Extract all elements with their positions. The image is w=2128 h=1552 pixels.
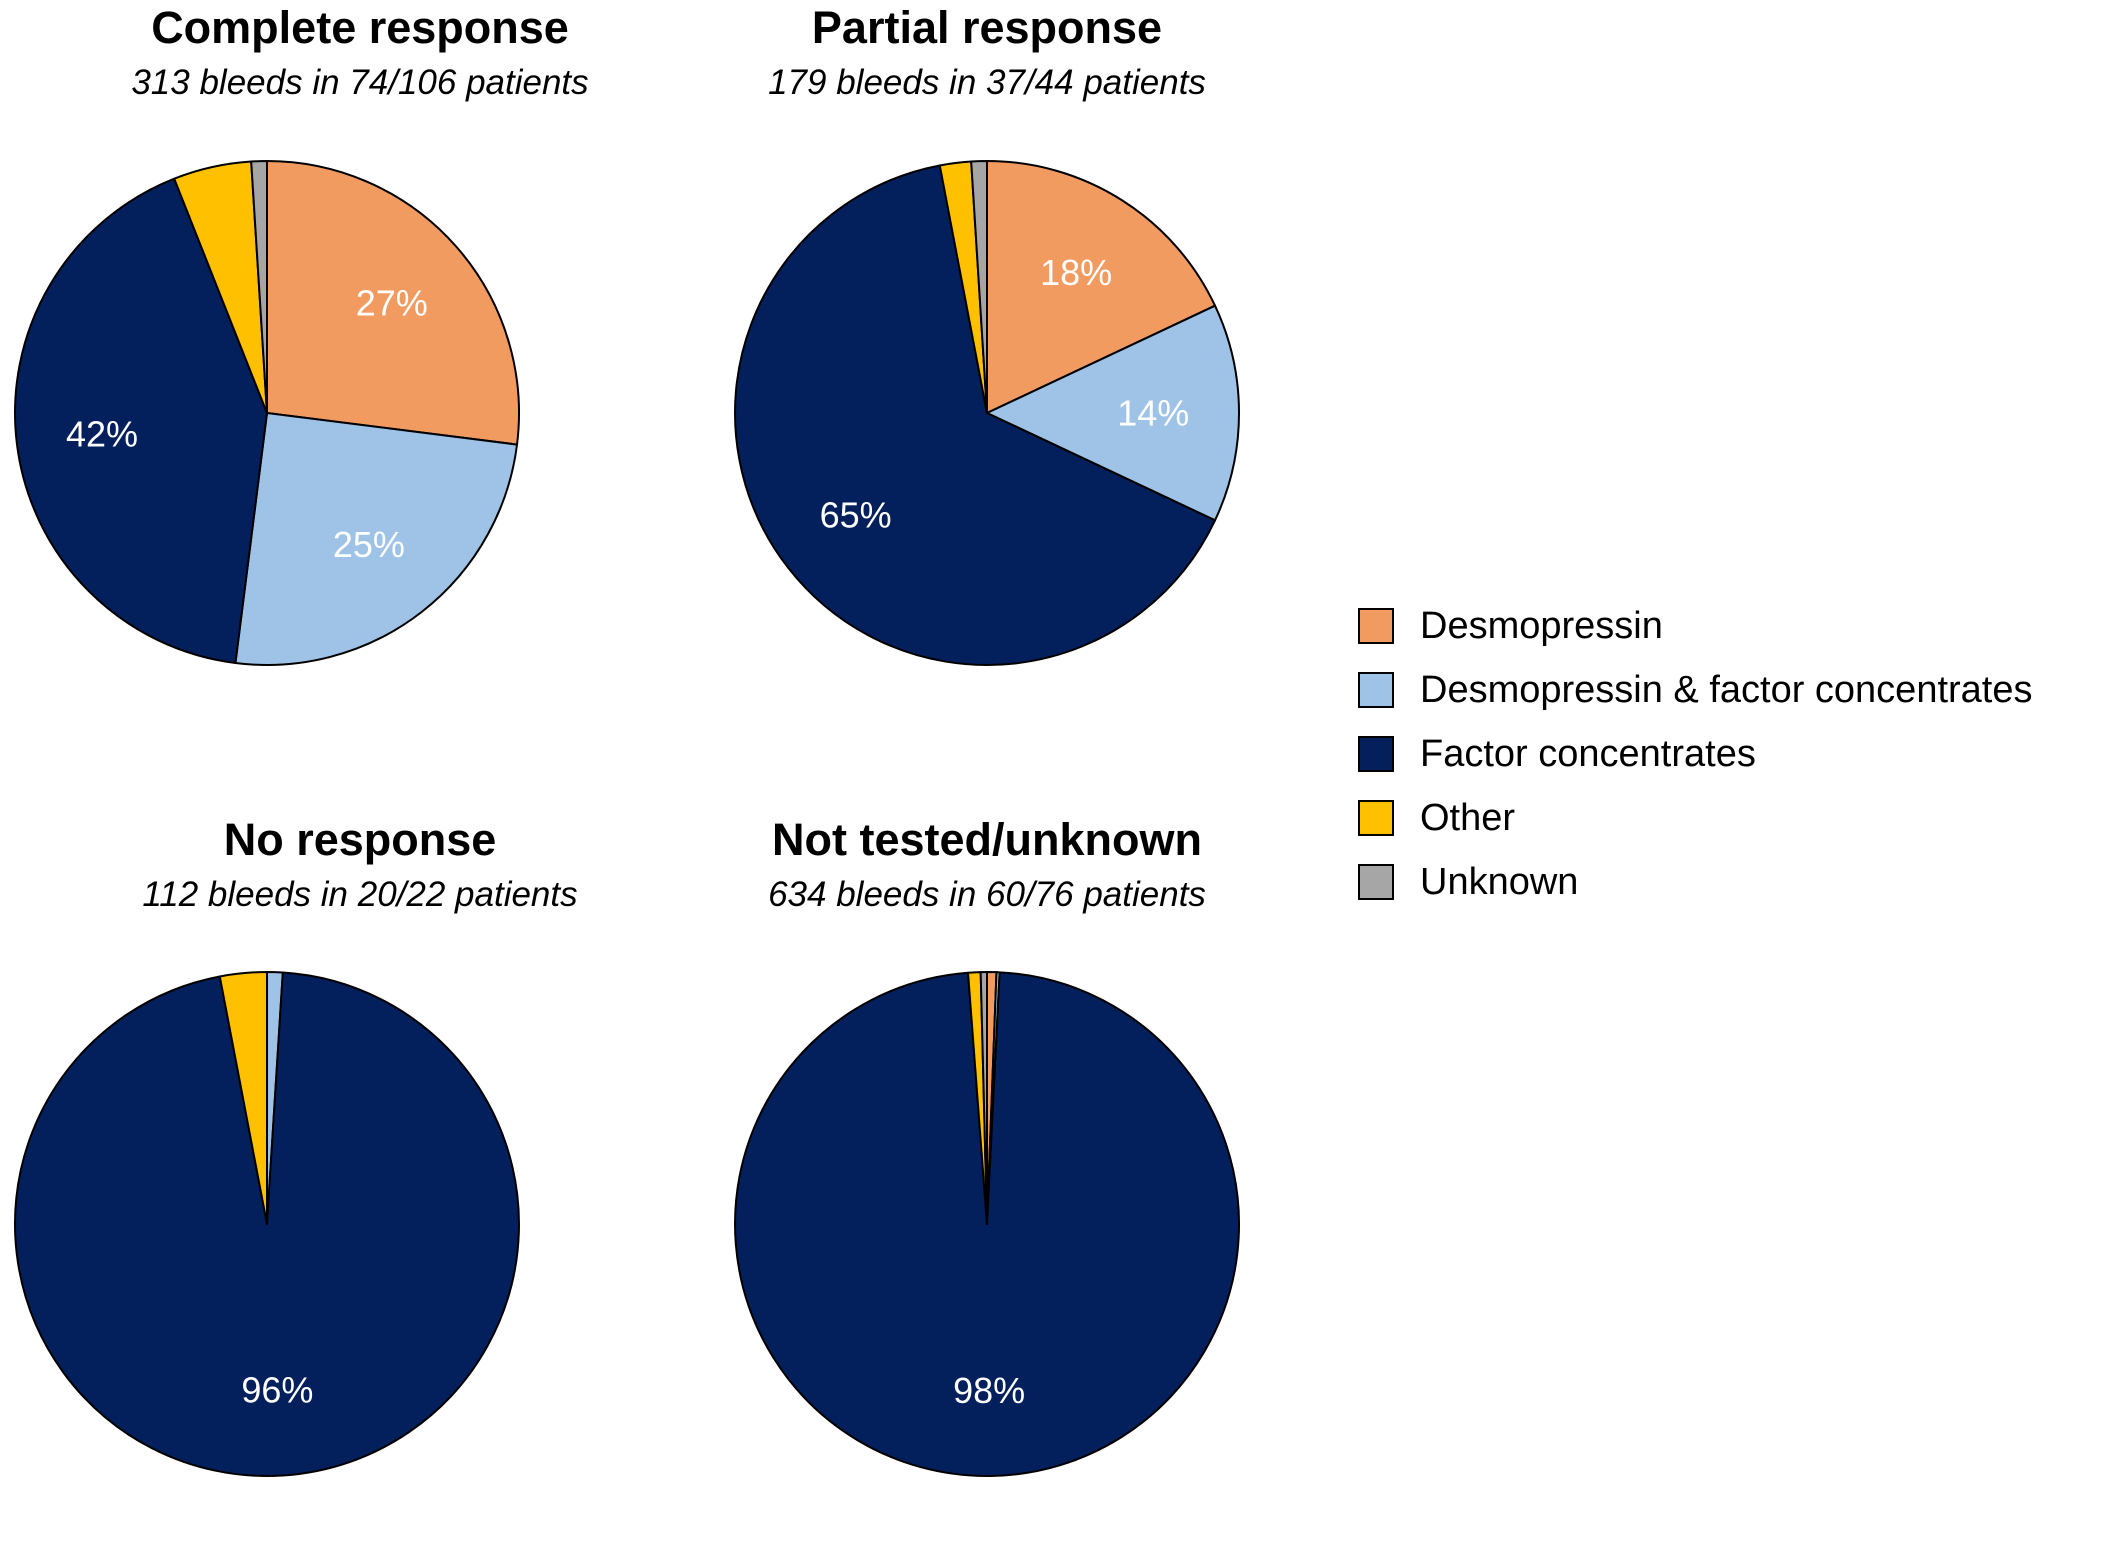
panel-title: Complete response [151, 2, 569, 53]
panel-title: Partial response [811, 2, 1163, 53]
pie-slice-factor-concentrates [14, 177, 268, 665]
panel-title: Not tested/unknown [772, 814, 1202, 865]
legend-label: Other [1420, 796, 1516, 839]
legend-label: Unknown [1420, 860, 1579, 903]
pie-slice-other [218, 971, 268, 1225]
legend-label: Desmopressin & factor concentrates [1420, 668, 2033, 711]
panel-subtitle: 179 bleeds in 37/44 patients [768, 63, 1206, 102]
pie-chart: 98% [734, 971, 1241, 1477]
pie-chart: 18% 14% 65% [734, 160, 1240, 666]
pie-slice-desmopressin-factor-concentrates [234, 412, 519, 666]
legend-item-unknown: Unknown [1358, 850, 2033, 914]
pie-chart: 27% 25% 42% [14, 160, 520, 666]
slice-label-desmopressin: 27% [356, 283, 428, 324]
legend: Desmopressin Desmopressin & factor conce… [1358, 594, 2033, 914]
pie-slice-desmopressin [986, 160, 1217, 414]
legend-swatch [1358, 672, 1394, 708]
pie-slice-factor-concentrates [734, 164, 1217, 666]
legend-swatch [1358, 864, 1394, 900]
slice-label-factor-concentrates: 98% [953, 1370, 1025, 1411]
legend-item-desmopressin: Desmopressin [1358, 594, 2033, 658]
legend-item-factor-concentrates: Factor concentrates [1358, 722, 2033, 786]
legend-label: Factor concentrates [1420, 732, 1756, 775]
pie-panel-partial-response: Partial response 179 bleeds in 37/44 pat… [627, 0, 1347, 740]
legend-swatch [1358, 800, 1394, 836]
panel-subtitle: 313 bleeds in 74/106 patients [131, 63, 589, 102]
slice-label-factor-concentrates: 96% [241, 1370, 313, 1411]
panel-subtitle: 634 bleeds in 60/76 patients [768, 875, 1206, 914]
slice-label-desmopressin: 18% [1040, 252, 1112, 293]
pie-slice-unknown [979, 971, 988, 1225]
pie-panel-no-response: No response 112 bleeds in 20/22 patients… [0, 812, 720, 1552]
pie-slice-unknown [250, 160, 268, 414]
slice-label-factor-concentrates: 65% [820, 494, 892, 535]
legend-item-other: Other [1358, 786, 2033, 850]
pie-slice-desmopressin [266, 160, 520, 446]
panel-title: No response [223, 814, 497, 865]
pie-slice-unknown [970, 160, 988, 414]
pie-chart: 96% [14, 971, 520, 1477]
legend-item-desmopressin-and-factor: Desmopressin & factor concentrates [1358, 658, 2033, 722]
pie-panel-complete-response: Complete response 313 bleeds in 74/106 p… [0, 0, 720, 740]
legend-label: Desmopressin [1420, 604, 1663, 647]
legend-swatch [1358, 736, 1394, 772]
slice-label-desmopressin-factor-concentrates: 14% [1117, 393, 1189, 434]
slice-label-desmopressin-factor-concentrates: 25% [333, 524, 405, 565]
pie-slice-desmopressin-factor-concentrates [986, 304, 1240, 522]
slice-label-factor-concentrates: 42% [66, 413, 138, 454]
pie-panel-not-tested: Not tested/unknown 634 bleeds in 60/76 p… [627, 812, 1347, 1552]
panel-subtitle: 112 bleeds in 20/22 patients [142, 875, 578, 914]
legend-swatch [1358, 608, 1394, 644]
